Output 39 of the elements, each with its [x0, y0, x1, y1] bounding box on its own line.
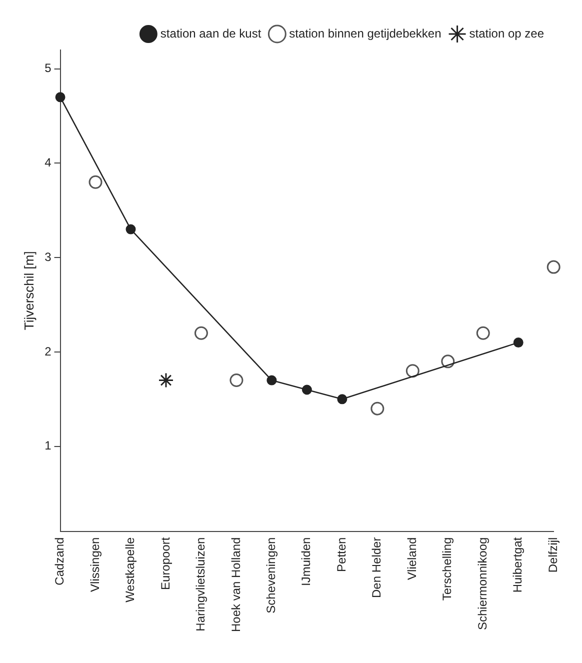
point — [194, 326, 208, 340]
point — [158, 372, 174, 388]
x-tick-label: Cadzand — [52, 537, 67, 586]
y-tick-label: 3 — [44, 250, 52, 264]
x-tick-label: Petten — [334, 537, 348, 572]
point — [441, 354, 455, 368]
y-axis-title: Tijverschil [m] — [21, 251, 36, 330]
legend-label: station op zee — [469, 26, 544, 40]
y-tick-label: 1 — [44, 438, 52, 453]
x-tick-label: Europoort — [158, 536, 172, 590]
x-tick-label: Vlissingen — [88, 537, 102, 592]
x-tick-label: Vlieland — [404, 537, 419, 580]
y-tick-label: 2 — [44, 344, 52, 358]
x-tick-label: Huibertgat — [510, 536, 525, 593]
point — [337, 394, 348, 404]
x-tick-label: Scheveningen — [264, 537, 278, 614]
x-tick-label: Terschelling — [440, 537, 454, 601]
y-tick-label: 4 — [44, 156, 52, 170]
point — [88, 175, 102, 189]
legend-label: station aan de kust — [160, 26, 262, 40]
x-tick-label: IJmuiden — [299, 537, 314, 586]
x-tick-label: Westkapelle — [123, 536, 138, 602]
point — [126, 224, 136, 234]
point — [406, 364, 420, 378]
x-tick-label: Schiermonnikoog — [475, 537, 490, 630]
x-tick-label: Haringvlietsluizen — [194, 537, 208, 632]
x-tick-label: Hoek van Holland — [228, 537, 243, 632]
y-tick-label: 5 — [44, 61, 52, 76]
point — [476, 326, 490, 340]
point — [266, 375, 277, 386]
x-tick-label: Den Helder — [370, 537, 384, 598]
point — [302, 384, 312, 395]
x-tick-label: Delfzijl — [546, 537, 560, 573]
legend-label: station binnen getijdebekken — [289, 26, 442, 40]
point — [370, 402, 384, 416]
point — [230, 374, 244, 388]
point — [513, 338, 524, 348]
point — [546, 260, 560, 274]
point — [55, 92, 66, 102]
